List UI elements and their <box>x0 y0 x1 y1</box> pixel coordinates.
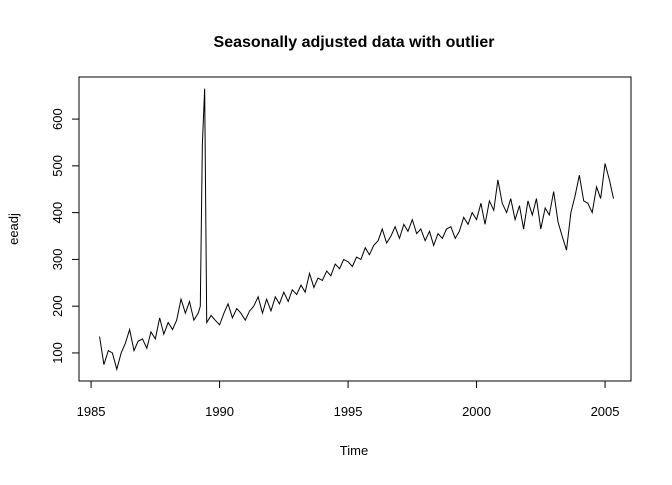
y-tick-label: 100 <box>50 342 65 364</box>
data-line <box>99 88 615 372</box>
plot-frame <box>78 76 632 382</box>
x-tick-label: 2005 <box>591 404 620 419</box>
y-tick-label: 200 <box>50 295 65 317</box>
x-tick-label: 1995 <box>334 404 363 419</box>
x-tick-label: 1985 <box>77 404 106 419</box>
y-tick-label: 500 <box>50 155 65 177</box>
x-tick-label: 1990 <box>205 404 234 419</box>
x-axis-label: Time <box>340 443 368 458</box>
y-axis-label: eeadj <box>6 213 21 245</box>
y-tick-label: 600 <box>50 108 65 130</box>
y-tick-label: 400 <box>50 202 65 224</box>
chart-title: Seasonally adjusted data with outlier <box>214 34 495 51</box>
x-tick-label: 2000 <box>462 404 491 419</box>
y-tick-label: 300 <box>50 249 65 271</box>
